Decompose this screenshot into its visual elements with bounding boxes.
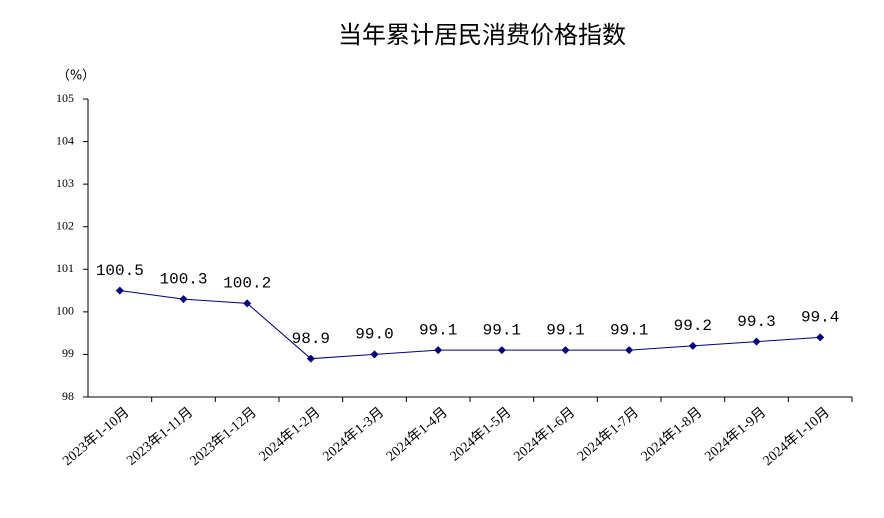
x-tick-label: 2024年1-2月 — [256, 404, 323, 464]
marker — [561, 346, 570, 355]
y-tick-label: 105 — [56, 91, 74, 105]
y-tick-label: 104 — [56, 133, 74, 147]
data-label: 100.2 — [223, 275, 271, 293]
y-tick-label: 102 — [56, 218, 74, 232]
x-tick-label: 2024年1-10月 — [760, 404, 833, 469]
x-tick-label: 2024年1-6月 — [511, 404, 578, 464]
marker — [625, 346, 634, 355]
marker — [434, 346, 443, 355]
data-label: 99.1 — [419, 321, 457, 339]
marker — [752, 337, 761, 346]
line — [119, 290, 821, 360]
y-tick-label: 101 — [56, 261, 74, 275]
x-tick-label: 2023年1-11月 — [124, 404, 196, 468]
x-tick-label: 2023年1-10月 — [60, 404, 133, 469]
x-tick-label: 2024年1-5月 — [447, 404, 514, 464]
marker — [497, 346, 506, 355]
y-unit: （%） — [57, 69, 95, 84]
x-tick-label: 2024年1-4月 — [383, 404, 450, 464]
x-tick-label: 2024年1-7月 — [574, 404, 641, 464]
x-tick-label: 2024年1-8月 — [638, 404, 705, 464]
data-label: 99.4 — [801, 309, 839, 327]
marker — [243, 299, 252, 308]
data-label: 99.2 — [674, 317, 712, 335]
x-tick-label: 2023年1-12月 — [187, 404, 260, 469]
marker — [306, 354, 315, 363]
data-label: 99.1 — [483, 321, 521, 339]
y-tick-label: 103 — [56, 176, 74, 190]
marker — [115, 286, 124, 295]
data-label: 100.5 — [96, 262, 144, 280]
x-tick-label: 2024年1-9月 — [702, 404, 769, 464]
y-tick-label: 98 — [62, 389, 74, 403]
y-tick-label: 99 — [62, 346, 74, 360]
marker — [688, 341, 697, 350]
data-label: 98.9 — [292, 330, 330, 348]
chart-title: 当年累计居民消费价格指数 — [338, 21, 626, 49]
x-tick-label: 2024年1-3月 — [320, 404, 387, 464]
data-label: 99.3 — [737, 313, 775, 331]
data-label: 99.1 — [546, 321, 584, 339]
y-tick-label: 100 — [56, 304, 74, 318]
data-label: 99.0 — [355, 326, 393, 344]
marker — [179, 295, 188, 304]
data-label: 100.3 — [159, 270, 207, 288]
data-label: 99.1 — [610, 321, 648, 339]
marker — [370, 350, 379, 359]
marker — [816, 333, 825, 342]
